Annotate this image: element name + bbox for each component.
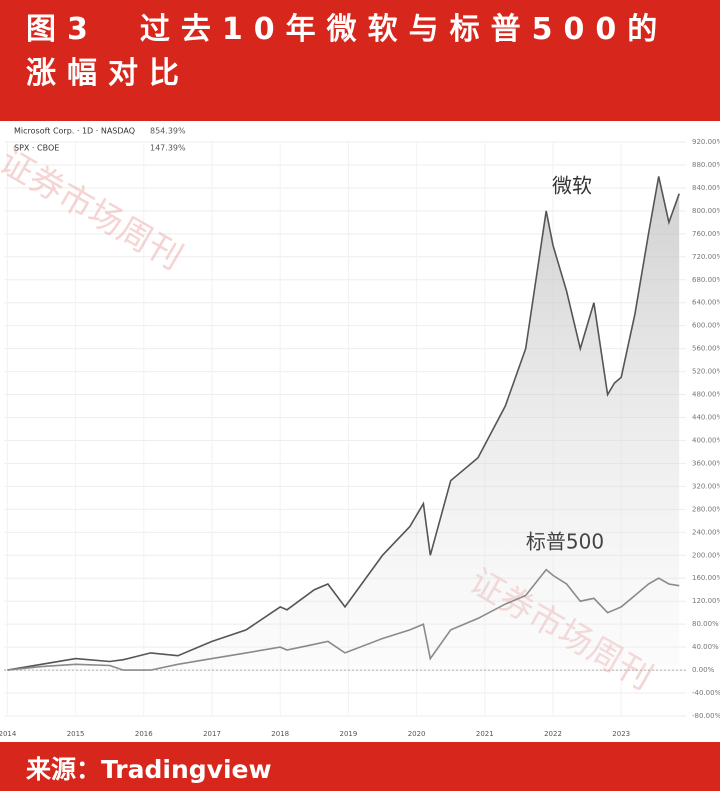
annotation: 微软 — [552, 174, 592, 198]
y-tick-label: 720.00% — [692, 253, 720, 261]
y-tick-label: -40.00% — [692, 689, 720, 697]
y-tick-label: 120.00% — [692, 597, 720, 605]
legend-change: 854.39% — [150, 127, 186, 136]
chart-area: -80.00% -40.00% 0.00% 40.00% 80.00% 120.00% 16… — [0, 121, 720, 742]
annotation: 标普500 — [526, 530, 604, 554]
y-tick-label: 840.00% — [692, 184, 720, 192]
y-tick-label: 280.00% — [692, 505, 720, 513]
y-tick-label: 80.00% — [692, 620, 719, 628]
y-tick-label: 800.00% — [692, 207, 720, 215]
y-tick-label: 200.00% — [692, 551, 720, 559]
y-tick-label: 0.00% — [692, 666, 715, 674]
y-tick-label: 240.00% — [692, 528, 720, 536]
legend-label: SPX · CBOE — [14, 144, 59, 153]
source: 来源：Tradingview — [26, 755, 272, 784]
y-tick-label: 40.00% — [692, 643, 719, 651]
y-tick-label: 320.00% — [692, 482, 720, 490]
x-tick-label: 2016 — [135, 730, 153, 738]
series-line — [7, 176, 680, 671]
y-tick-label: 520.00% — [692, 368, 720, 376]
y-tick-label: 160.00% — [692, 574, 720, 582]
y-tick-label: 640.00% — [692, 299, 720, 307]
y-tick-label: 400.00% — [692, 436, 720, 444]
title: 图3 过去10年微软与标普500的涨幅对比 — [26, 12, 669, 91]
y-tick-label: 920.00% — [692, 138, 720, 146]
chart: -80.00% -40.00% 0.00% 40.00% 80.00% 120.00% 16… — [0, 127, 720, 739]
area — [7, 176, 680, 671]
y-tick-label: 360.00% — [692, 459, 720, 467]
x-tick-label: 2022 — [544, 730, 562, 738]
y-tick-label: 680.00% — [692, 276, 720, 284]
y-tick-label: -80.00% — [692, 712, 720, 720]
x-tick-label: 2023 — [612, 730, 630, 738]
x-tick-label: 2014 — [0, 730, 17, 738]
watermark: 证券市场周刊 — [0, 141, 189, 278]
y-tick-label: 600.00% — [692, 322, 720, 330]
legend-label: Microsoft Corp. · 1D · NASDAQ — [14, 127, 135, 136]
x-tick-label: 2020 — [408, 730, 426, 738]
series-line — [7, 568, 680, 671]
x-tick-label: 2021 — [476, 730, 494, 738]
legend-change: 147.39% — [150, 144, 186, 153]
y-tick-label: 480.00% — [692, 391, 720, 399]
x-tick-label: 2017 — [203, 730, 221, 738]
y-tick-label: 760.00% — [692, 230, 720, 238]
x-tick-label: 2015 — [67, 730, 85, 738]
y-tick-label: 440.00% — [692, 414, 720, 422]
y-tick-label: 560.00% — [692, 345, 720, 353]
y-tick-label: 880.00% — [692, 161, 720, 169]
x-tick-label: 2019 — [339, 730, 357, 738]
x-tick-label: 2018 — [271, 730, 289, 738]
